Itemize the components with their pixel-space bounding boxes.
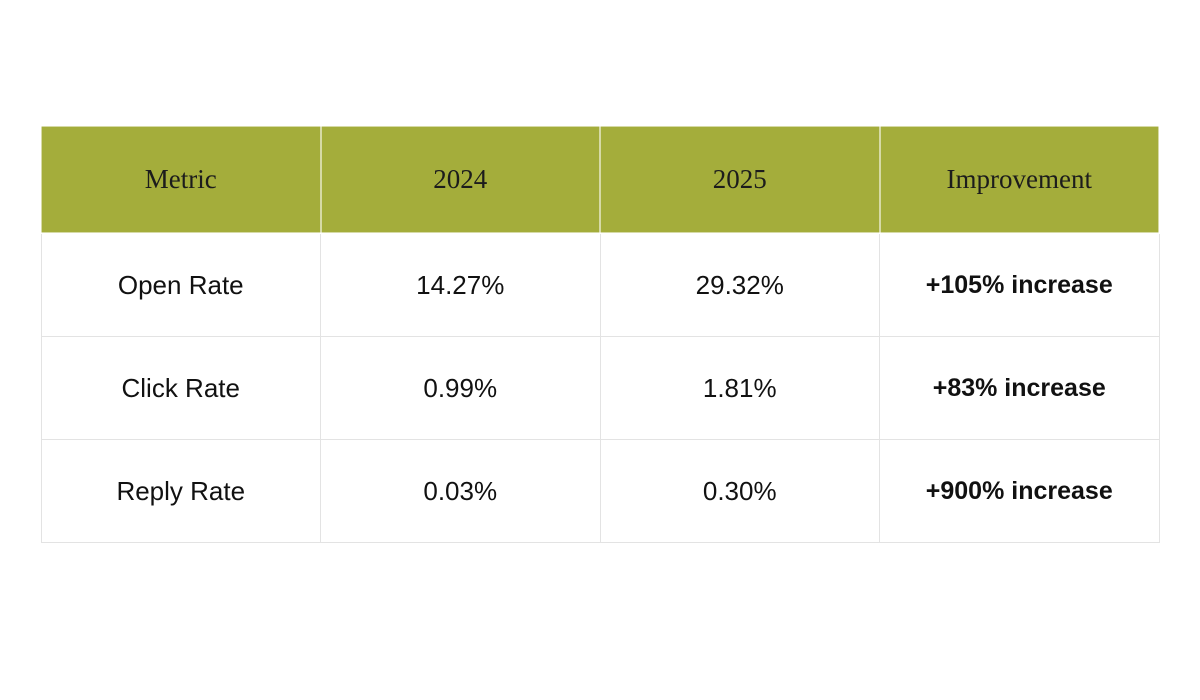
metrics-table-container: Metric 2024 2025 Improvement Open Rate 1… <box>40 125 1160 543</box>
cell-improvement: +83% increase <box>879 336 1160 440</box>
header-cell-2024: 2024 <box>319 125 601 234</box>
metrics-comparison-table: Metric 2024 2025 Improvement Open Rate 1… <box>40 125 1160 543</box>
table-header: Metric 2024 2025 Improvement <box>40 125 1160 234</box>
cell-2025-value: 1.81% <box>599 336 880 440</box>
table-row-reply-rate: Reply Rate 0.03% 0.30% +900% increase <box>40 439 1160 543</box>
cell-2025-value: 29.32% <box>599 232 880 337</box>
cell-metric: Open Rate <box>40 232 321 337</box>
cell-metric: Click Rate <box>40 336 321 440</box>
cell-2024-value: 0.03% <box>320 439 601 543</box>
cell-metric: Reply Rate <box>40 439 321 543</box>
cell-2024-value: 14.27% <box>320 232 601 337</box>
header-cell-metric: Metric <box>40 125 322 234</box>
cell-improvement: +105% increase <box>879 232 1160 337</box>
header-cell-improvement: Improvement <box>878 125 1160 234</box>
table-row-click-rate: Click Rate 0.99% 1.81% +83% increase <box>40 336 1160 440</box>
header-row: Metric 2024 2025 Improvement <box>40 125 1160 234</box>
table-row-open-rate: Open Rate 14.27% 29.32% +105% increase <box>40 232 1160 337</box>
cell-2025-value: 0.30% <box>599 439 880 543</box>
cell-2024-value: 0.99% <box>320 336 601 440</box>
header-cell-2025: 2025 <box>599 125 881 234</box>
table-body: Open Rate 14.27% 29.32% +105% increase C… <box>40 232 1160 543</box>
cell-improvement: +900% increase <box>879 439 1160 543</box>
